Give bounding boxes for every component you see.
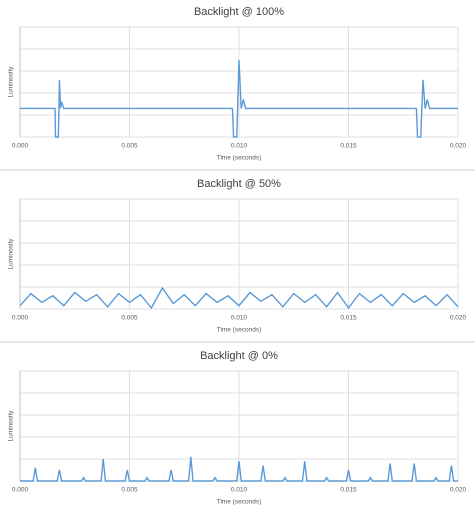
x-axis-title: Time (seconds)	[217, 499, 262, 506]
panel-separator	[0, 341, 474, 343]
x-tick-label: 0.005	[121, 487, 138, 494]
data-line	[20, 59, 458, 138]
x-tick-label: 0.005	[121, 315, 138, 322]
data-line	[20, 456, 458, 482]
x-axis-title: Time (seconds)	[217, 155, 262, 162]
data-line	[19, 286, 459, 310]
panel-separator	[0, 169, 474, 171]
chart-title: Backlight @ 100%	[194, 6, 284, 18]
x-tick-label: 0.020	[450, 487, 467, 494]
x-tick-label: 0.015	[340, 143, 357, 150]
x-tick-label: 0.010	[231, 487, 248, 494]
x-tick-label: 0.000	[12, 143, 29, 150]
y-axis-title: Luminosity	[8, 410, 15, 442]
x-tick-label: 0.020	[450, 315, 467, 322]
x-axis-title: Time (seconds)	[217, 327, 262, 334]
y-axis-title: Luminosity	[8, 238, 15, 270]
x-tick-label: 0.015	[340, 487, 357, 494]
y-axis-title: Luminosity	[8, 66, 15, 98]
x-tick-label: 0.010	[231, 143, 248, 150]
x-tick-label: 0.000	[12, 315, 29, 322]
x-tick-label: 0.015	[340, 315, 357, 322]
chart-title: Backlight @ 0%	[200, 350, 278, 362]
x-tick-label: 0.010	[231, 315, 248, 322]
x-tick-label: 0.020	[450, 143, 467, 150]
x-tick-label: 0.005	[121, 143, 138, 150]
x-tick-label: 0.000	[12, 487, 29, 494]
chart-title: Backlight @ 50%	[197, 178, 281, 190]
